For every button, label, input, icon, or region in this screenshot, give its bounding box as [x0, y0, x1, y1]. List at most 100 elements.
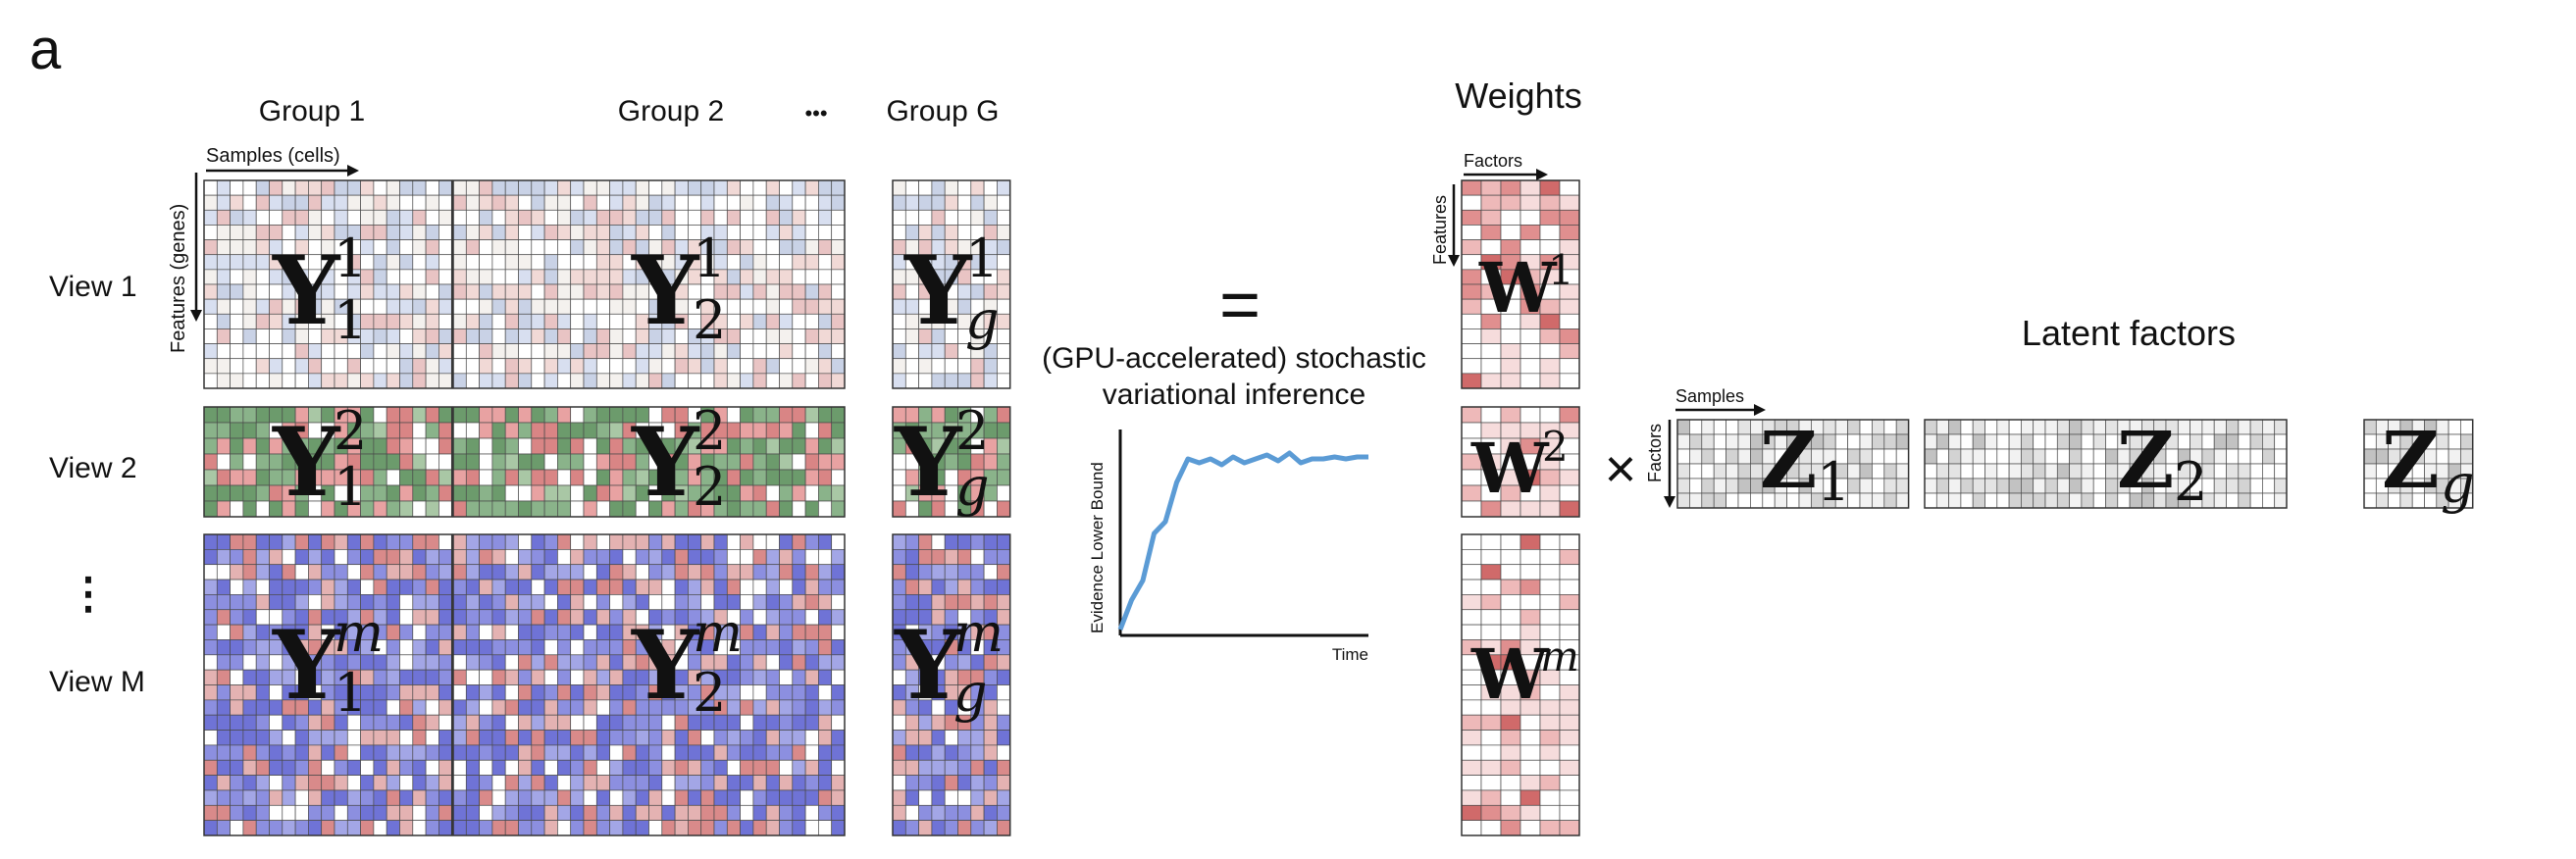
view-1-label: View 1 [49, 271, 137, 303]
y-2-2-symbol: Y 2 2 [631, 400, 726, 518]
z-1-symbol: Z 1 [1760, 414, 1850, 513]
panel-label: a [29, 18, 62, 81]
y-matrix-viewM-group1 [203, 533, 453, 836]
y-superscript: 1 [693, 227, 726, 289]
weights-title: Weights [1455, 76, 1581, 116]
times-sign: × [1605, 437, 1637, 499]
view-2-label: View 2 [49, 452, 137, 484]
y-subscript: 2 [693, 662, 726, 724]
z-matrix-group1 [1676, 419, 1910, 509]
y-matrix-view1-group1 [203, 179, 453, 389]
w-symbol: W [1470, 633, 1550, 715]
z-symbol: Z [1760, 414, 1817, 506]
chart-x-label: Time [1332, 645, 1368, 664]
features-axis-arrowhead [190, 310, 202, 322]
y-superscript: 2 [955, 400, 989, 462]
z-2-symbol: Z 2 [2117, 414, 2207, 513]
y-symbol: Y [272, 235, 341, 346]
y-matrix-view1-group2 [452, 179, 846, 389]
weight-matrix-blocks [1461, 179, 1580, 836]
y-subscript: g [965, 289, 1000, 351]
latent-matrix-blocks [1676, 419, 2474, 509]
y-matrix-view1-groupG [892, 179, 1011, 389]
y-symbol: Y [272, 407, 341, 518]
y-subscript: g [955, 456, 990, 518]
y-matrix-view2-group2 [452, 406, 846, 518]
y-matrix-viewM-groupG [892, 533, 1011, 836]
y-symbol: Y [272, 610, 341, 721]
y-symbol: Y [903, 235, 973, 346]
weights-features-arrowhead [1448, 255, 1460, 267]
w-matrix-view2 [1461, 406, 1580, 518]
y-1-2-symbol: Y 1 2 [631, 227, 726, 351]
inference-caption-line-2: variational inference [1103, 379, 1366, 411]
weights-factors-arrowhead [1536, 169, 1548, 180]
z-subscript: 1 [1817, 451, 1850, 513]
y-1-1-symbol: Y 1 1 [272, 227, 367, 351]
y-matrix-viewM-group2 [452, 533, 846, 836]
z-symbol: Z [2117, 414, 2174, 506]
y-subscript: 1 [334, 289, 367, 351]
y-superscript: 2 [693, 400, 726, 462]
equals-sign: = [1219, 266, 1261, 344]
features-axis-label: Features (genes) [168, 204, 189, 353]
y-1-g-symbol: Y 1 g [903, 227, 1000, 351]
y-subscript: 1 [334, 662, 367, 724]
inference-caption-line-1: (GPU-accelerated) stochastic [1042, 342, 1426, 375]
y-superscript: 2 [334, 400, 367, 462]
y-symbol: Y [894, 407, 963, 518]
w-2-symbol: W 2 [1470, 423, 1569, 509]
w-superscript: m [1540, 632, 1579, 681]
z-matrix-group2 [1924, 419, 2288, 509]
w-matrix-viewM [1461, 533, 1580, 836]
y-superscript: 1 [334, 227, 367, 289]
weights-features-axis-label: Features [1430, 195, 1450, 265]
w-superscript: 2 [1542, 423, 1569, 471]
w-symbol: W [1478, 247, 1558, 328]
y-symbol: Y [631, 407, 700, 518]
z-subscript: g [2441, 453, 2475, 515]
y-subscript: 2 [693, 289, 726, 351]
y-2-1-symbol: Y 2 1 [272, 400, 367, 518]
latent-title: Latent factors [2022, 313, 2236, 353]
z-subscript: 2 [2174, 451, 2207, 513]
elbo-series-line [1117, 450, 1368, 631]
y-superscript: m [693, 602, 743, 664]
w-matrix-view1 [1461, 179, 1580, 389]
y-symbol: Y [894, 610, 963, 721]
y-symbol: Y [631, 235, 700, 346]
latent-samples-arrowhead [1754, 404, 1766, 416]
y-matrix-view2-groupG [892, 406, 1011, 518]
chart-y-label: Evidence Lower Bound [1088, 462, 1107, 633]
y-subscript: 1 [334, 456, 367, 518]
group-2-label: Group 2 [618, 95, 724, 127]
w-1-symbol: W 1 [1478, 246, 1574, 328]
view-m-label: View M [49, 666, 145, 698]
y-superscript: m [953, 602, 1004, 664]
data-matrix-blocks [203, 179, 1011, 836]
y-m-g-symbol: Y m g [894, 602, 1004, 724]
y-symbol: Y [631, 610, 700, 721]
samples-axis-arrowhead [347, 165, 359, 177]
group-1-label: Group 1 [259, 95, 365, 127]
w-symbol: W [1470, 428, 1550, 509]
w-superscript: 1 [1548, 246, 1574, 294]
w-m-symbol: W m [1470, 632, 1579, 715]
y-superscript: 1 [965, 227, 999, 289]
group-ellipsis: ••• [804, 101, 827, 126]
z-g-symbol: Z g [2382, 414, 2475, 515]
weights-factors-axis-label: Factors [1464, 151, 1522, 171]
elbo-chart: Evidence Lower Bound Time [1088, 430, 1368, 664]
y-m-1-symbol: Y m 1 [272, 602, 384, 724]
latent-factors-axis-label: Factors [1645, 424, 1665, 482]
z-symbol: Z [2382, 414, 2439, 506]
y-2-g-symbol: Y 2 g [894, 400, 990, 518]
latent-factors-arrowhead [1664, 496, 1675, 508]
group-g-label: Group G [886, 95, 999, 127]
y-subscript: g [953, 662, 988, 724]
y-matrix-view2-group1 [203, 406, 453, 518]
z-matrix-groupG [2363, 419, 2474, 509]
samples-axis-label: Samples (cells) [206, 145, 340, 167]
y-subscript: 2 [693, 456, 726, 518]
